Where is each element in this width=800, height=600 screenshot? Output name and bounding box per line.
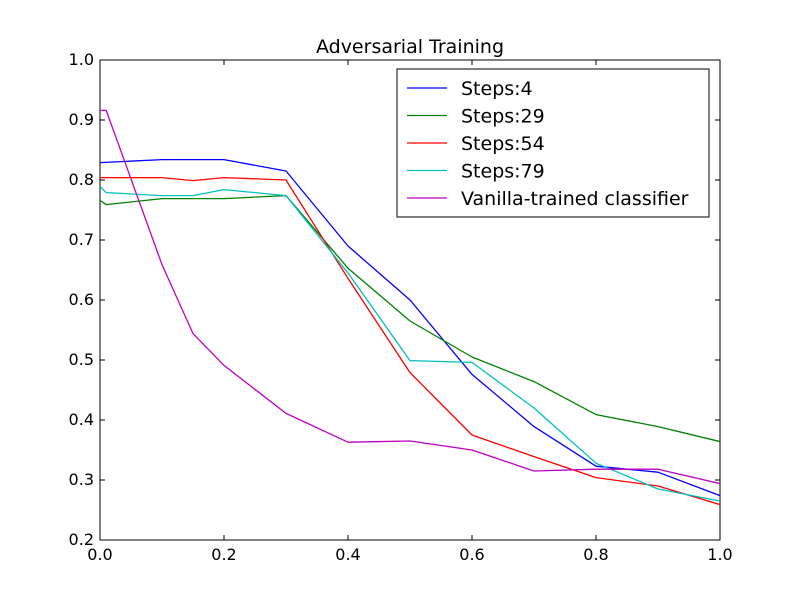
- y-tick-label: 0.5: [69, 350, 94, 369]
- x-tick-label: 0.6: [459, 545, 484, 564]
- y-tick-label: 0.8: [69, 170, 94, 189]
- y-tick-label: 0.6: [69, 290, 94, 309]
- y-tick-label: 0.7: [69, 230, 94, 249]
- series-group: [100, 109, 720, 506]
- series-line-steps-54: [100, 176, 720, 506]
- plot-area: 0.0 0.2 0.4 0.6 0.8 1.00.20.30.40.50.60.70.80…: [69, 50, 733, 564]
- y-tick-label: 1.0: [69, 50, 94, 69]
- legend-label: Steps:54: [461, 133, 545, 155]
- x-tick-label: 0.8: [583, 545, 608, 564]
- series-line-steps-79: [100, 186, 720, 502]
- legend-label: Steps:79: [461, 161, 545, 183]
- x-tick-label: 0.2: [211, 545, 236, 564]
- series-line-steps-29: [100, 194, 720, 443]
- legend-label: Steps:29: [461, 106, 545, 128]
- legend: Steps:4 Steps:29 Steps:54 Steps:79 Vanilla-t…: [396, 68, 710, 218]
- x-tick-label: 0.0: [87, 545, 112, 564]
- x-tick-label: 0.4: [335, 545, 360, 564]
- series-line-steps-4: [100, 158, 720, 497]
- y-tick-label: 0.4: [69, 410, 94, 429]
- x-tick-label: 1.0: [707, 545, 732, 564]
- series-line-vanilla-trained-classifier: [100, 109, 720, 485]
- legend-box: [396, 68, 710, 218]
- y-tick-label: 0.9: [69, 110, 94, 129]
- chart-title: Adversarial Training: [316, 36, 504, 58]
- y-tick-label: 0.2: [69, 530, 94, 549]
- legend-label: Steps:4: [461, 78, 533, 100]
- y-tick-label: 0.3: [69, 470, 94, 489]
- legend-label: Vanilla-trained classifier: [461, 188, 689, 210]
